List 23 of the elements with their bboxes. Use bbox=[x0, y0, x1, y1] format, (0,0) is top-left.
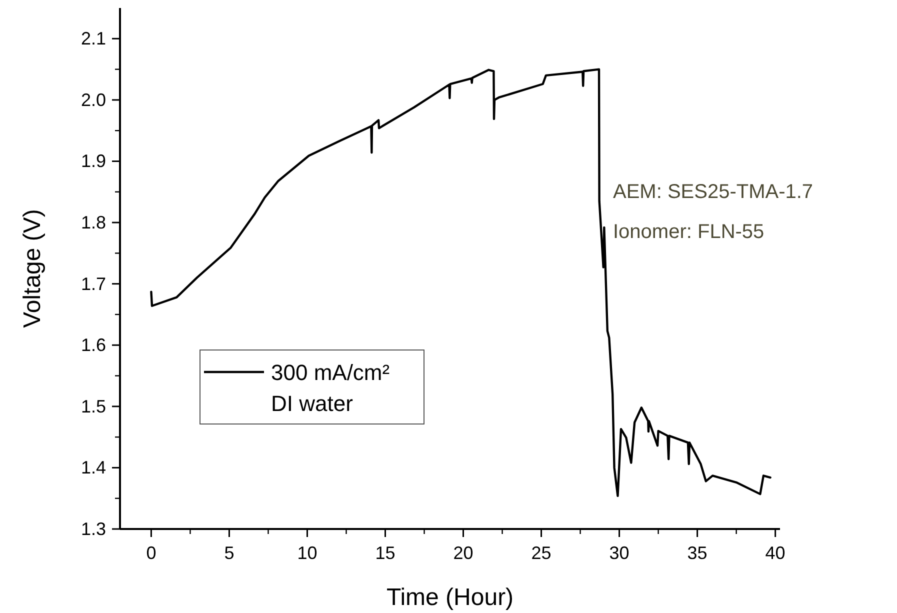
x-axis-title: Time (Hour) bbox=[386, 584, 514, 611]
x-tick-label: 10 bbox=[297, 543, 318, 563]
x-tick-label: 5 bbox=[224, 543, 234, 563]
annotation: Ionomer: FLN-55 bbox=[613, 221, 764, 243]
x-tick-label: 30 bbox=[609, 543, 630, 563]
y-tick-label: 1.7 bbox=[80, 274, 106, 294]
y-tick-label: 1.6 bbox=[80, 335, 106, 356]
y-tick-label: 1.8 bbox=[80, 212, 106, 233]
y-tick-label: 1.9 bbox=[80, 151, 106, 172]
x-tick-label: 15 bbox=[375, 543, 396, 563]
y-tick-label: 1.3 bbox=[80, 519, 106, 539]
x-tick-label: 25 bbox=[531, 543, 552, 563]
y-tick-label: 1.5 bbox=[80, 396, 106, 416]
y-tick-label: 1.4 bbox=[80, 458, 106, 478]
y-axis-title: Voltage (V) bbox=[19, 209, 46, 328]
x-tick-label: 0 bbox=[146, 543, 156, 563]
annotation: AEM: SES25-TMA-1.7 bbox=[613, 181, 814, 203]
x-tick-label: 40 bbox=[765, 543, 786, 563]
y-tick-label: 2.0 bbox=[80, 90, 106, 110]
x-tick-label: 35 bbox=[687, 543, 708, 563]
x-tick-label: 20 bbox=[453, 543, 474, 563]
y-tick-label: 2.1 bbox=[80, 28, 106, 49]
legend-label: 300 mA/cm² DI water bbox=[271, 360, 390, 416]
